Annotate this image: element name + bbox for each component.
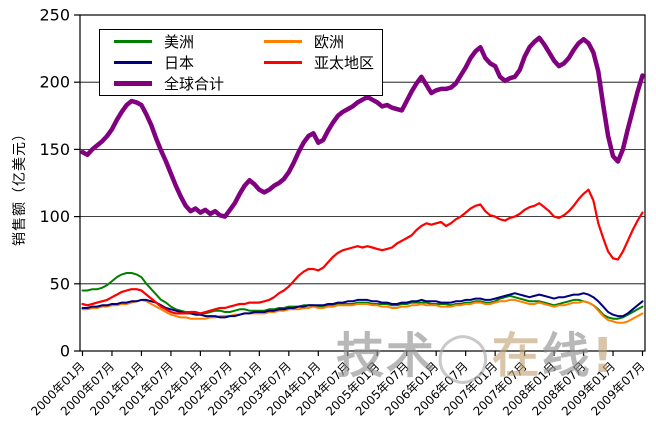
plot-border bbox=[79, 14, 646, 352]
series-line-全球合计 bbox=[80, 35, 645, 219]
legend-item-亚太地区: 亚太地区 bbox=[264, 54, 382, 72]
y-tick-label: 150 bbox=[39, 140, 70, 159]
series-line-欧洲 bbox=[81, 298, 644, 324]
legend-swatch bbox=[114, 81, 152, 86]
legend-item-欧洲: 欧洲 bbox=[264, 33, 382, 51]
legend-label: 亚太地区 bbox=[314, 53, 375, 72]
y-tick-label: 100 bbox=[39, 207, 70, 226]
legend-label: 美洲 bbox=[164, 32, 195, 51]
series-line-日本 bbox=[81, 292, 644, 319]
legend-item-全球合计: 全球合计 bbox=[114, 75, 264, 93]
legend-swatch bbox=[114, 61, 152, 64]
legend-swatch bbox=[264, 61, 302, 64]
y-axis-title: 销售额（亿美元） bbox=[12, 126, 28, 246]
y-tick-label: 50 bbox=[50, 274, 70, 293]
legend-label: 欧洲 bbox=[314, 32, 345, 51]
series-line-美洲 bbox=[81, 272, 644, 320]
legend-item-日本: 日本 bbox=[114, 54, 264, 72]
legend-label: 全球合计 bbox=[164, 74, 225, 93]
legend-swatch bbox=[114, 40, 152, 43]
y-tick-label: 200 bbox=[39, 73, 70, 92]
legend-swatch bbox=[264, 40, 302, 43]
series-line-亚太地区 bbox=[81, 188, 644, 315]
legend-label: 日本 bbox=[164, 53, 195, 72]
y-tick-label: 0 bbox=[60, 342, 70, 361]
legend-item-美洲: 美洲 bbox=[114, 33, 264, 51]
y-tick-label: 250 bbox=[39, 6, 70, 25]
legend: 美洲 欧洲日本 亚太地区全球合计 bbox=[99, 29, 383, 96]
